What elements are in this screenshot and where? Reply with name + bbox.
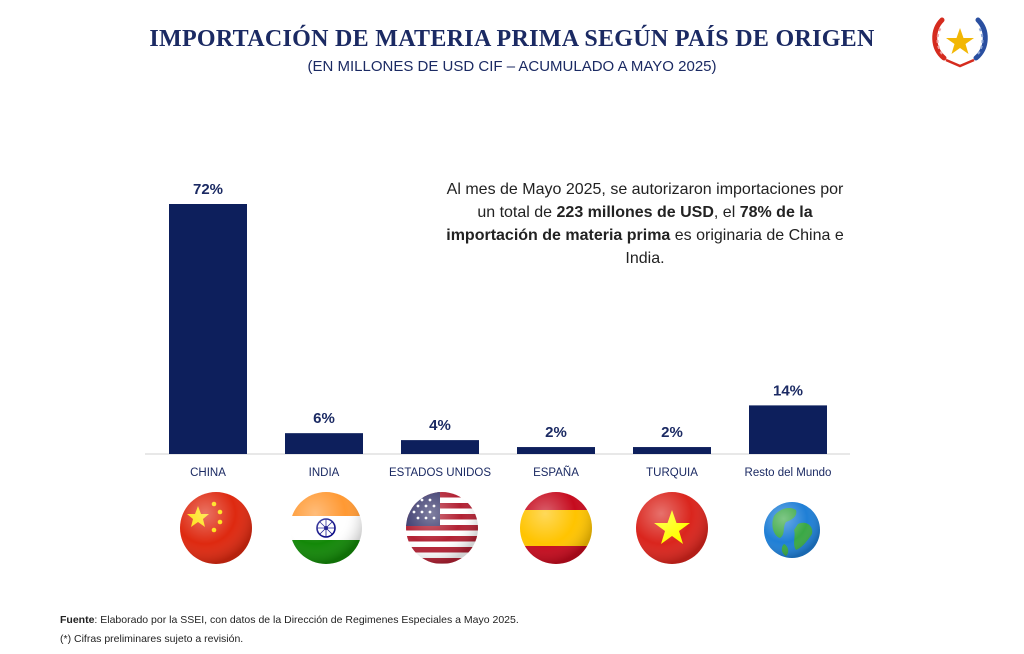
summary-note: Al mes de Mayo 2025, se autorizaron impo… — [446, 181, 844, 267]
category-label: ESPAÑA — [533, 466, 579, 479]
china-flag-icon — [180, 492, 252, 564]
globe-icon — [764, 502, 820, 558]
category-label: TURQUIA — [646, 467, 698, 479]
bar-value-label: 4% — [429, 417, 451, 434]
bar-chart: 72% CHINA 6% INDIA 4% ESTADOS UNIDOS 2% ESPAÑA 2… — [145, 181, 850, 564]
bar-4 — [633, 447, 711, 454]
category-label: ESTADOS UNIDOS — [389, 467, 491, 479]
bar-value-label: 2% — [545, 424, 567, 441]
bar-0 — [169, 204, 247, 454]
bar-value-label: 72% — [193, 181, 223, 198]
bar-value-label: 14% — [773, 382, 803, 399]
vietnam-flag-icon — [636, 492, 708, 564]
india-flag-icon — [290, 492, 362, 564]
bar-3 — [517, 447, 595, 454]
page-subtitle: (EN MILLONES DE USD CIF – ACUMULADO A MA… — [307, 58, 717, 75]
bar-value-label: 2% — [661, 424, 683, 441]
bar-2 — [401, 440, 479, 454]
bar-5 — [749, 405, 827, 454]
bar-value-label: 6% — [313, 410, 335, 427]
category-label: Resto del Mundo — [745, 467, 832, 479]
preliminary-note: (*) Cifras preliminares sujeto a revisió… — [60, 633, 244, 645]
star-emblem-icon — [932, 17, 988, 68]
category-label: INDIA — [309, 467, 340, 479]
spain-flag-icon — [520, 492, 592, 564]
bar-1 — [285, 433, 363, 454]
source-note: Fuente: Elaborado por la SSEI, con datos… — [60, 614, 519, 626]
usa-flag-icon — [406, 492, 478, 564]
page-title: IMPORTACIÓN DE MATERIA PRIMA SEGÚN PAÍS … — [149, 26, 875, 52]
category-label: CHINA — [190, 467, 226, 479]
